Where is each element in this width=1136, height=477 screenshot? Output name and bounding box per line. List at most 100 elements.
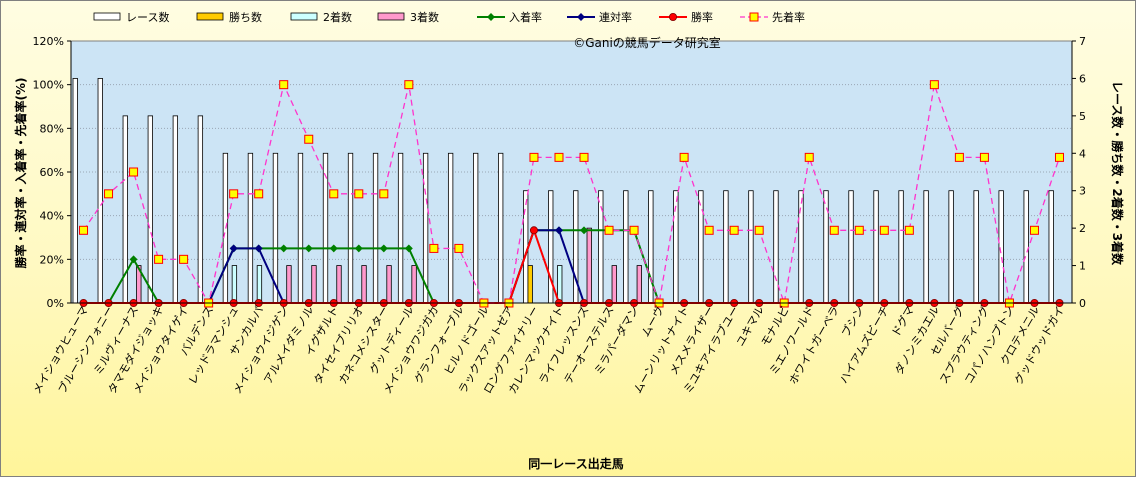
legend-swatch [290,12,318,21]
y-right-tick-label: 4 [1079,147,1086,160]
marker-先着率-29 [804,152,814,162]
bar-3着数-10 [336,265,342,304]
bar-レース数-13 [397,152,404,304]
bar-レース数-36 [973,190,979,304]
marker-先着率-38 [1029,225,1039,235]
bar-レース数-27 [748,190,754,304]
legend-item-3着数: 3着数 [377,10,439,24]
marker-先着率-6 [229,189,239,199]
y-axis-right-label: レース数・勝ち数・2着数・3着数 [1110,81,1125,266]
y-left-tick-label: 80% [40,122,64,135]
marker-先着率-19 [554,152,564,162]
legend-marker [749,12,759,22]
marker-先着率-14 [429,243,439,253]
marker-先着率-13 [404,80,414,90]
bar-レース数-15 [447,152,454,304]
bar-2着数-19 [557,265,563,304]
legend: レース数 勝ち数 2着数 3着数 入着率 連対率 勝率 先着率 [93,10,805,24]
marker-先着率-32 [879,225,889,235]
marker-先着率-15 [454,243,464,253]
marker-先着率-27 [754,225,764,235]
bar-3着数-8 [286,265,292,304]
legend-label: 3着数 [410,10,439,24]
legend-swatch [196,12,224,21]
y-right-tick-label: 5 [1079,110,1086,123]
y-left-tick-label: 60% [40,166,64,179]
marker-先着率-18 [529,152,539,162]
marker-先着率-24 [679,152,689,162]
bar-レース数-26 [723,190,729,304]
legend-swatch [93,12,121,21]
y-left-tick-label: 20% [40,253,64,266]
bar-レース数-1 [97,78,103,304]
marker-先着率-3 [154,254,164,264]
bar-レース数-37 [998,190,1004,304]
marker-入着率-11 [354,244,363,253]
bar-3着数-20 [586,227,592,304]
x-axis-label: 同一レース出走馬 [528,456,623,471]
legend-marker [669,12,678,21]
watermark: ©Ganiの競馬データ研究室 [573,35,721,50]
bar-レース数-28 [773,190,779,304]
bar-レース数-25 [698,190,704,304]
marker-先着率-10 [329,189,339,199]
bar-3着数-22 [636,265,642,304]
marker-先着率-2 [129,167,139,177]
marker-入着率-13 [404,244,413,253]
bar-レース数-7 [247,152,254,304]
marker-先着率-36 [979,152,989,162]
bar-3着数-13 [411,265,417,304]
legend-label: 先着率 [772,10,805,24]
y-right-tick-label: 0 [1079,297,1086,310]
bar-レース数-3 [147,115,153,304]
bar-3着数-12 [386,265,392,304]
bar-レース数-39 [1048,190,1054,304]
marker-入着率-2 [129,255,138,264]
bar-レース数-30 [823,190,829,304]
bar-2着数-6 [231,265,238,304]
marker-入着率-12 [379,244,388,253]
marker-先着率-11 [354,189,364,199]
marker-連対率-6 [229,244,238,253]
y-right-tick-label: 3 [1079,185,1086,198]
legend-marker [577,13,585,21]
legend-swatch [377,12,405,21]
legend-label: レース数 [126,11,169,24]
bar-2着数-7 [256,265,263,304]
bar-レース数-11 [347,152,354,304]
y-left-tick-label: 100% [33,79,64,92]
bar-レース数-34 [923,190,929,304]
marker-入着率-9 [304,244,313,253]
marker-先着率-35 [954,152,964,162]
bar-レース数-17 [498,152,504,304]
bar-3着数-11 [361,265,367,304]
legend-item-2着数: 2着数 [290,10,352,24]
legend-item-レース数: レース数 [93,11,169,24]
legend-label: 2着数 [323,10,352,24]
bar-レース数-29 [798,190,804,304]
marker-先着率-0 [79,225,89,235]
bar-3着数-9 [311,265,317,304]
y-left-tick-label: 0% [47,297,64,310]
legend-label: 連対率 [599,10,632,24]
bar-レース数-38 [1023,190,1029,304]
marker-連対率-7 [254,244,263,253]
bar-レース数-12 [372,152,379,304]
bar-レース数-35 [948,190,954,304]
bar-レース数-32 [873,190,879,304]
legend-item-勝率: 勝率 [659,10,713,24]
marker-先着率-20 [579,152,589,162]
bar-レース数-5 [197,115,204,304]
y-axis-left-label: 勝率・連対率・入着率・先着率(%) [13,78,28,269]
bar-3着数-21 [611,265,617,304]
y-right-tick-label: 2 [1079,222,1086,235]
marker-先着率-1 [104,189,114,199]
marker-先着率-34 [929,80,939,90]
legend-label: 勝ち数 [229,10,262,24]
legend-item-入着率: 入着率 [477,10,542,24]
marker-先着率-39 [1054,152,1064,162]
marker-先着率-7 [254,189,264,199]
y-left-tick-label: 40% [40,210,64,223]
marker-先着率-25 [704,225,714,235]
